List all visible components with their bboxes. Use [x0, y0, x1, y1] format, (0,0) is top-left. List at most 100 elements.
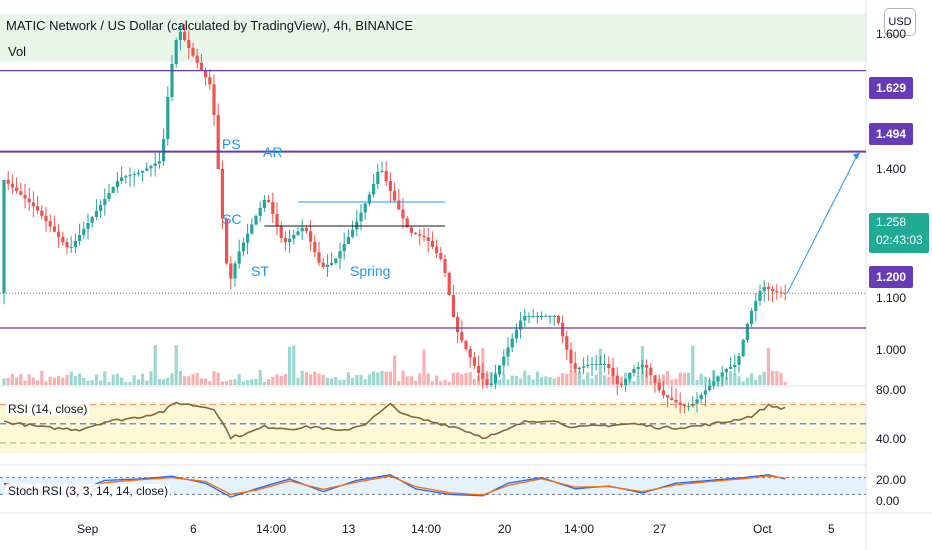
- candle-body: [94, 211, 98, 217]
- volume-bar: [124, 381, 128, 385]
- volume-legend-band: [0, 14, 866, 62]
- candle-body: [225, 218, 229, 264]
- candle-body: [325, 265, 329, 267]
- candle-body: [10, 183, 14, 188]
- volume-bar: [229, 379, 233, 385]
- volume-bar: [208, 381, 212, 385]
- volume-bar: [334, 377, 338, 385]
- volume-bar: [48, 376, 52, 385]
- volume-bar: [762, 371, 766, 385]
- candle-body: [405, 218, 409, 228]
- candle-body: [27, 198, 31, 203]
- candle-body: [195, 55, 199, 63]
- stoch-rsi-label[interactable]: Stoch RSI (3, 3, 14, 14, close): [6, 484, 171, 498]
- candle-body: [695, 399, 699, 404]
- volume-bar: [674, 378, 678, 385]
- volume-bar: [191, 374, 195, 385]
- volume-bar: [729, 371, 733, 385]
- candle-body: [418, 234, 422, 236]
- volume-bar: [754, 379, 758, 385]
- volume-bar: [649, 381, 653, 385]
- volume-bar: [82, 378, 86, 385]
- rsi-label[interactable]: RSI (14, close): [6, 402, 90, 416]
- candle-body: [212, 84, 216, 115]
- candle-body: [69, 247, 73, 248]
- candle-body: [124, 176, 128, 178]
- y-tick: 1.000: [876, 343, 907, 357]
- volume-bar: [78, 373, 82, 385]
- x-tick: Oct: [753, 522, 772, 536]
- candle-body: [552, 316, 556, 317]
- candle-body: [657, 382, 661, 391]
- candle-body: [678, 402, 682, 405]
- candle-body: [708, 385, 712, 391]
- volume-bar: [304, 372, 308, 385]
- volume-bar: [443, 379, 447, 385]
- volume-bar: [279, 376, 283, 385]
- candle-body: [590, 364, 594, 365]
- x-tick: 6: [190, 522, 197, 536]
- volume-bar: [388, 371, 392, 385]
- candle-body: [439, 253, 443, 259]
- candle-body: [283, 238, 287, 243]
- candle-body: [166, 97, 170, 139]
- volume-bar: [258, 370, 262, 385]
- candle-body: [351, 229, 355, 237]
- volume-bar: [15, 377, 19, 385]
- volume-bar: [439, 381, 443, 385]
- candle-body: [712, 381, 716, 386]
- volume-bar: [540, 377, 544, 385]
- volume-bar: [342, 379, 346, 385]
- volume-bar: [586, 372, 590, 385]
- volume-bar: [267, 379, 271, 385]
- candle-body: [498, 365, 502, 375]
- candle-body: [443, 259, 447, 273]
- volume-bar: [153, 345, 157, 385]
- bar-countdown: 02:43:03: [876, 233, 923, 247]
- candle-body: [682, 404, 686, 406]
- candle-body: [636, 367, 640, 369]
- candle-body: [699, 394, 703, 400]
- volume-bar: [355, 374, 359, 385]
- volume-bar: [472, 378, 476, 385]
- volume-bar: [128, 381, 132, 385]
- candle-body: [594, 364, 598, 365]
- candle-body: [65, 242, 69, 248]
- candle-body: [750, 311, 754, 324]
- volume-bar: [544, 376, 548, 385]
- candle-body: [666, 395, 670, 398]
- candle-body: [561, 322, 565, 337]
- volume-bar: [73, 375, 77, 385]
- volume-bar: [19, 373, 23, 385]
- candle-body: [506, 347, 510, 357]
- volume-bar: [464, 372, 468, 385]
- y-tick: 1.400: [876, 162, 907, 176]
- volume-bar: [27, 374, 31, 385]
- volume-bar: [162, 379, 166, 385]
- candle-body: [456, 317, 460, 333]
- candle-body: [514, 329, 518, 339]
- candle-body: [632, 369, 636, 373]
- volume-bar: [519, 378, 523, 385]
- candle-body: [162, 139, 166, 162]
- x-tick: Sep: [77, 522, 99, 536]
- candle-body: [619, 384, 623, 385]
- volume-bar: [619, 376, 623, 385]
- volume-bar: [699, 373, 703, 385]
- candle-body: [136, 172, 140, 174]
- volume-bar: [435, 375, 439, 385]
- volume-bar: [10, 373, 14, 385]
- volume-bar: [498, 379, 502, 385]
- annotation-ps: PS: [222, 136, 241, 152]
- candle-body: [716, 376, 720, 382]
- volume-bar: [61, 377, 65, 385]
- candle-body: [199, 62, 203, 70]
- volume-bar: [590, 378, 594, 385]
- currency-button[interactable]: USD: [884, 8, 916, 36]
- volume-bar: [569, 371, 573, 385]
- candle-body: [82, 229, 86, 235]
- candle-body: [729, 367, 733, 369]
- candle-body: [577, 367, 581, 370]
